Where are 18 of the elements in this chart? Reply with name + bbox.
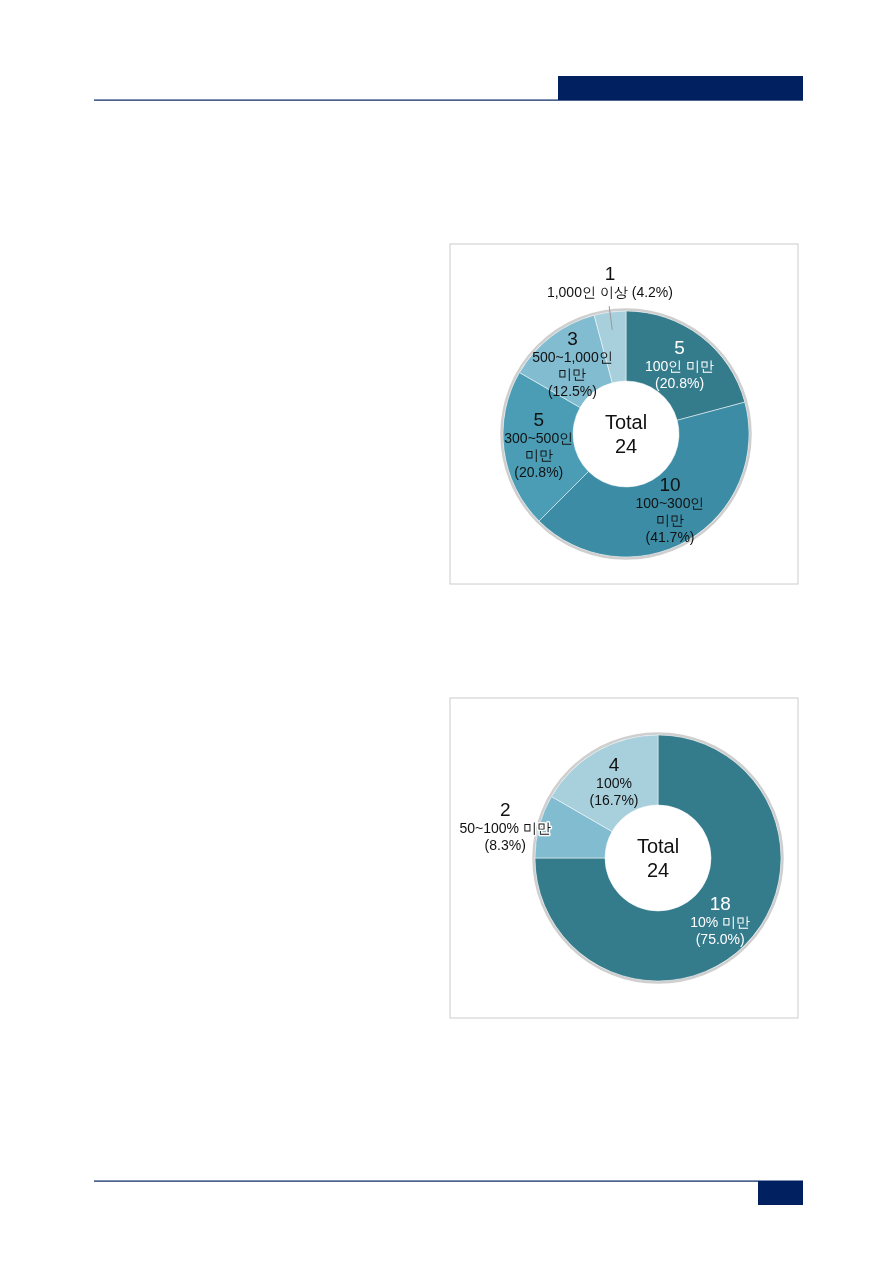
- text: Total 24: [636, 835, 680, 881]
- slice-label: 300~500인 미만 (20.8%): [504, 430, 574, 481]
- data-label: 18: [709, 892, 731, 914]
- slice-label: 50~100% 미만 (8.3%): [459, 819, 551, 853]
- slice-label: 100인 미만 (20.8%): [644, 357, 715, 391]
- data-label: 3: [567, 328, 578, 350]
- slice-label: 100~300인 미만 (41.7%): [635, 495, 705, 546]
- slice-label: 1,000인 이상 (4.2%): [546, 284, 673, 300]
- data-label: 5: [533, 409, 545, 431]
- data-label: 2: [499, 798, 511, 820]
- data-label: 10: [659, 474, 681, 496]
- text: Total 24: [604, 411, 648, 457]
- data-label: 4: [608, 754, 620, 776]
- slice-label: 500~1,000인 미만 (12.5%): [532, 349, 613, 400]
- data-label: 1: [604, 263, 616, 284]
- data-label: 5: [674, 336, 685, 358]
- slice-label: 100% (16.7%): [589, 775, 639, 809]
- slice-label: 10% 미만 (75.0%): [690, 913, 751, 947]
